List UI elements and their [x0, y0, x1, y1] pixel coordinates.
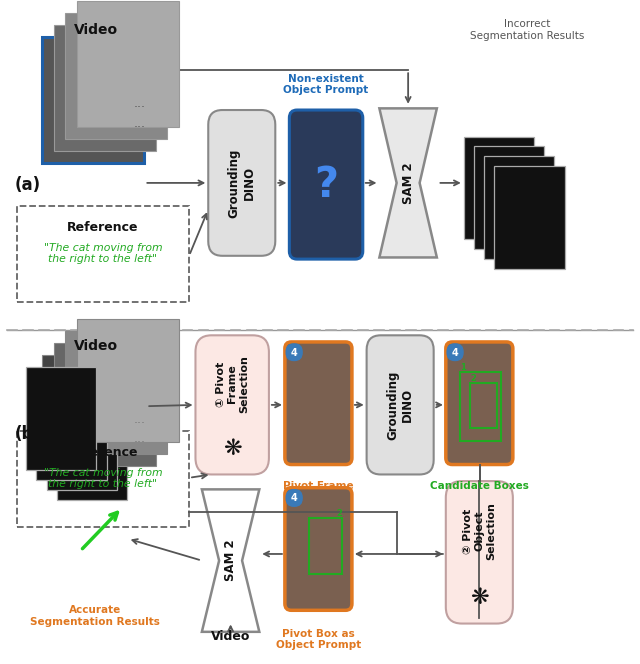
- Text: ❋: ❋: [470, 588, 489, 608]
- Text: ① Pivot
Frame
Selection: ① Pivot Frame Selection: [216, 355, 249, 413]
- Bar: [36, 377, 107, 480]
- FancyBboxPatch shape: [208, 110, 275, 256]
- FancyBboxPatch shape: [289, 110, 363, 259]
- Bar: [17, 206, 189, 302]
- Text: 2: 2: [470, 374, 476, 383]
- FancyBboxPatch shape: [285, 488, 352, 610]
- FancyBboxPatch shape: [286, 344, 302, 361]
- Text: Pivot Frame: Pivot Frame: [283, 481, 354, 491]
- Text: Grounding
DINO: Grounding DINO: [386, 371, 414, 440]
- Text: ?: ?: [314, 163, 338, 206]
- Bar: [42, 355, 145, 478]
- Text: 4: 4: [291, 493, 298, 503]
- FancyBboxPatch shape: [286, 490, 302, 506]
- Bar: [484, 157, 554, 259]
- Bar: [26, 367, 97, 470]
- FancyBboxPatch shape: [446, 342, 513, 465]
- FancyBboxPatch shape: [446, 481, 513, 623]
- Bar: [54, 343, 156, 466]
- Bar: [42, 37, 145, 163]
- Text: ② Pivot
Object
Selection: ② Pivot Object Selection: [463, 502, 496, 560]
- Polygon shape: [380, 108, 437, 258]
- Text: 1: 1: [460, 363, 466, 372]
- Text: Grounding
DINO: Grounding DINO: [228, 148, 256, 218]
- FancyBboxPatch shape: [195, 335, 269, 475]
- Text: ...: ...: [134, 117, 146, 129]
- Text: (b): (b): [15, 425, 42, 443]
- Text: Video: Video: [211, 630, 250, 643]
- Bar: [309, 517, 342, 574]
- Bar: [65, 13, 168, 139]
- Text: ...: ...: [134, 413, 146, 426]
- Text: ...: ...: [134, 97, 146, 110]
- Bar: [474, 147, 544, 249]
- Text: SAM 2: SAM 2: [224, 540, 237, 582]
- Polygon shape: [202, 489, 259, 632]
- FancyBboxPatch shape: [285, 342, 352, 465]
- Bar: [17, 432, 189, 527]
- Text: 4: 4: [291, 347, 298, 357]
- Bar: [77, 1, 179, 127]
- Text: Accurate
Segmentation Results: Accurate Segmentation Results: [30, 606, 160, 627]
- Bar: [65, 331, 168, 454]
- FancyBboxPatch shape: [447, 344, 463, 361]
- FancyBboxPatch shape: [367, 335, 434, 475]
- Text: Pivot Box as
Object Prompt: Pivot Box as Object Prompt: [276, 629, 361, 651]
- Bar: [57, 397, 127, 499]
- Text: (a): (a): [15, 176, 41, 195]
- Text: ❋: ❋: [223, 440, 241, 459]
- Text: Reference: Reference: [67, 446, 139, 459]
- Text: Video: Video: [74, 339, 118, 353]
- Bar: [77, 319, 179, 442]
- Text: Candidate Boxes: Candidate Boxes: [430, 481, 529, 491]
- Text: Reference: Reference: [67, 220, 139, 234]
- Text: "The cat moving from
the right to the left": "The cat moving from the right to the le…: [44, 242, 162, 264]
- Bar: [464, 137, 534, 239]
- Text: Video: Video: [74, 23, 118, 37]
- Text: 4: 4: [452, 347, 458, 357]
- Text: Non-existent
Object Prompt: Non-existent Object Prompt: [284, 74, 369, 96]
- Text: Incorrect
Segmentation Results: Incorrect Segmentation Results: [470, 19, 585, 41]
- Bar: [47, 387, 117, 490]
- Text: "The cat moving from
the right to the left": "The cat moving from the right to the le…: [44, 468, 162, 489]
- Bar: [460, 372, 501, 442]
- Text: 2: 2: [337, 509, 342, 517]
- Bar: [54, 25, 156, 151]
- Bar: [470, 383, 497, 428]
- Text: SAM 2: SAM 2: [402, 162, 415, 204]
- Text: ...: ...: [134, 432, 146, 444]
- Bar: [494, 167, 564, 269]
